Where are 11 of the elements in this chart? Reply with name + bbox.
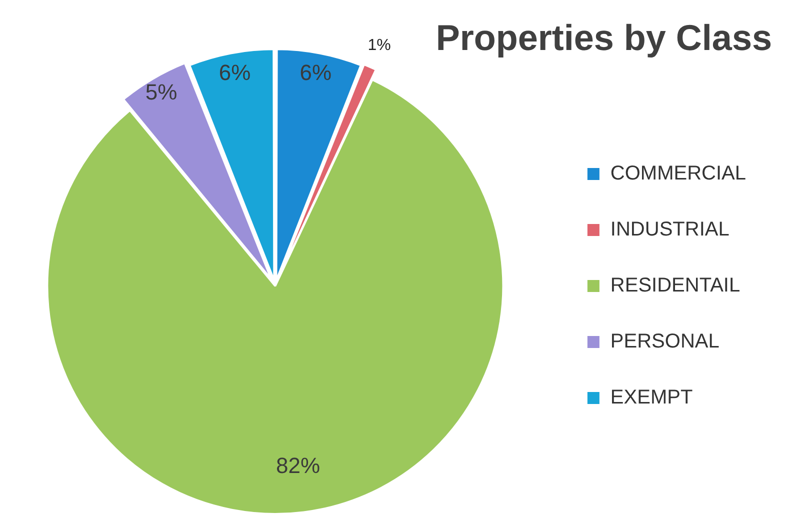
legend-label: EXEMPT <box>610 386 693 409</box>
legend-label: PERSONAL <box>610 330 720 353</box>
legend-label: INDUSTRIAL <box>610 218 730 241</box>
legend-label: COMMERCIAL <box>610 162 746 185</box>
chart-title: Properties by Class <box>436 16 772 58</box>
data-label: 1% <box>368 36 391 54</box>
legend-label: RESIDENTAIL <box>610 274 740 297</box>
data-label: 82% <box>276 453 320 478</box>
data-label: 6% <box>300 60 332 86</box>
data-label: 6% <box>218 60 251 86</box>
data-label: 5% <box>145 79 178 104</box>
